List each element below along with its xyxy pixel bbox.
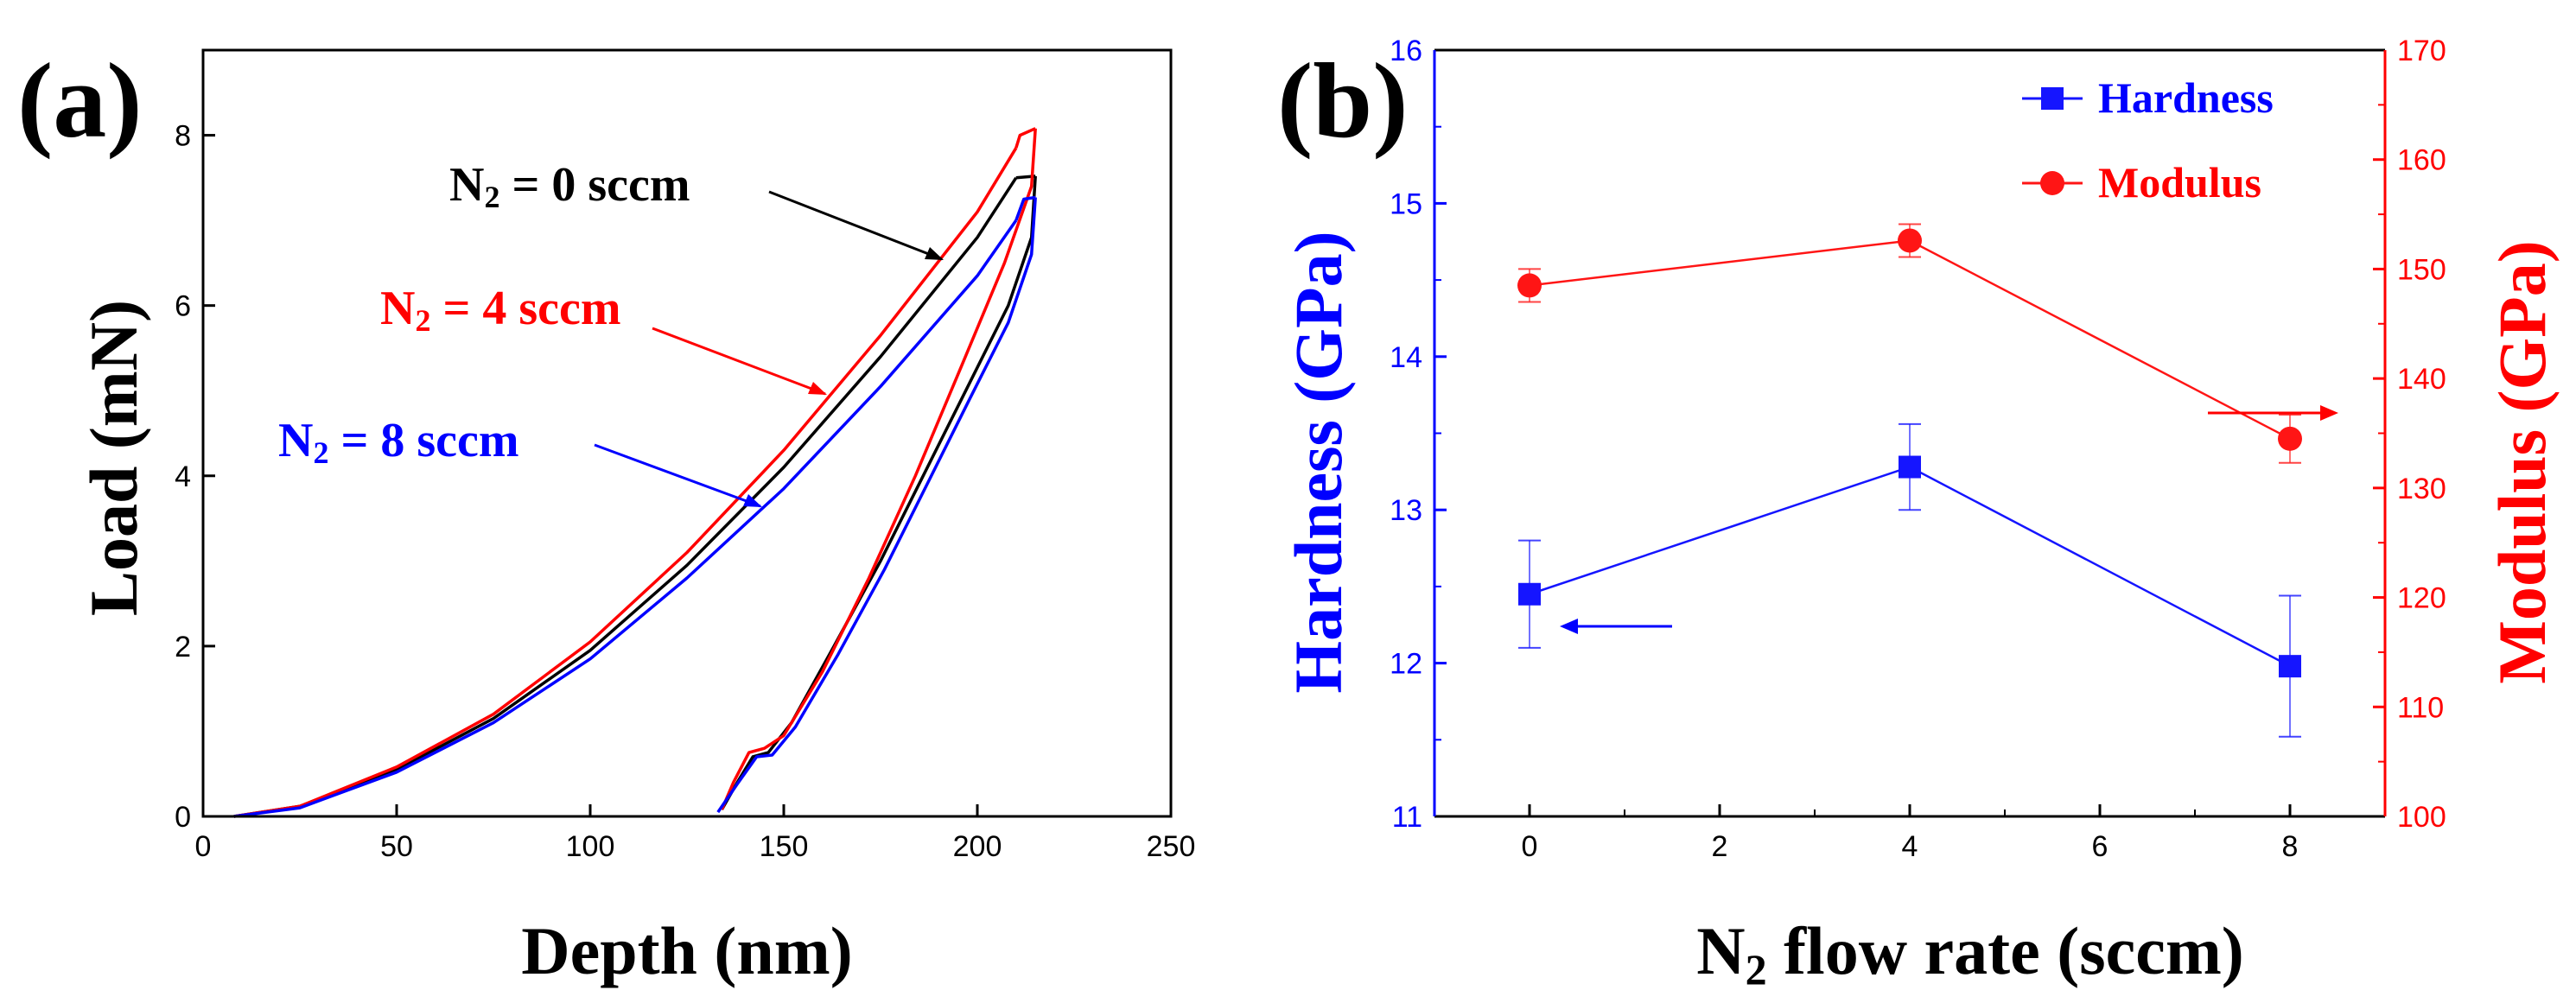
hardness-point — [2279, 655, 2301, 678]
curve-n2-4-sccm-loading — [233, 147, 1018, 818]
b-x-tick-label: 0 — [1522, 830, 1538, 863]
panel-b-ticks: 0 2 4 6 8 11 12 13 14 15 16 100 110 120 130 140 150 160 17… — [1390, 35, 2446, 863]
modulus-line — [1529, 239, 2291, 440]
annotation-n2-8-sccm: N2 = 8 sccm — [278, 414, 519, 470]
b-left-tick-label: 14 — [1390, 341, 1422, 374]
b-x-tick-label: 6 — [2092, 830, 2109, 863]
a-x-tick-label: 100 — [566, 830, 615, 863]
panel-b-left-axis-label: Hardness (GPa) — [1281, 231, 1356, 693]
curve-n2-0-sccm-unloading — [720, 175, 1037, 810]
hardness-axis-indicator-arrowhead — [1560, 619, 1578, 634]
modulus-point — [1898, 228, 1922, 253]
b-right-tick-label: 130 — [2397, 473, 2446, 505]
legend-item-hardness: Hardness — [2022, 73, 2274, 122]
a-x-tick-label: 250 — [1147, 830, 1196, 863]
annotation-n2-8-arrow — [594, 443, 761, 508]
curve-n2-8-sccm-hold — [1014, 195, 1036, 221]
curve-n2-4-sccm-unloading — [720, 128, 1037, 810]
b-x-tick-label: 4 — [1902, 830, 1918, 863]
b-x-tick-label: 8 — [2282, 830, 2299, 863]
a-x-tick-label: 0 — [195, 830, 212, 863]
a-y-tick-label: 8 — [175, 120, 191, 153]
panel-a-ticks: 0 50 100 150 200 250 0 2 4 6 8 — [175, 120, 1195, 863]
b-right-tick-label: 150 — [2397, 253, 2446, 286]
b-left-tick-label: 16 — [1390, 35, 1422, 67]
panel-a-label: (a) — [17, 41, 143, 160]
panel-b-right-axis-label: Modulus (GPa) — [2484, 240, 2560, 684]
b-right-tick-label: 160 — [2397, 144, 2446, 177]
legend-hardness-marker — [2041, 87, 2064, 110]
curve-n2-8-sccm-unloading — [716, 197, 1037, 814]
modulus-point — [1517, 273, 1542, 298]
b-right-tick-label: 100 — [2397, 801, 2446, 834]
a-x-tick-label: 200 — [953, 830, 1002, 863]
annotation-n2-4-sccm: N2 = 4 sccm — [380, 282, 621, 338]
annotation-n2-8-arrowhead — [743, 494, 762, 507]
annotation-n2-0-sccm: N2 = 0 sccm — [449, 158, 690, 214]
legend: Hardness Modulus — [2022, 73, 2274, 206]
annotation-n2-0-arrowhead — [925, 247, 944, 260]
annotation-n2-4-arrowhead — [808, 382, 827, 395]
b-right-tick-label: 140 — [2397, 363, 2446, 396]
hardness-point — [1518, 582, 1541, 606]
curve-n2-4-sccm-hold — [1014, 127, 1036, 149]
legend-modulus-marker — [2040, 171, 2064, 195]
legend-hardness-label: Hardness — [2098, 73, 2274, 122]
b-left-tick-label: 11 — [1392, 801, 1422, 834]
panel-a-y-axis-label: Load (mN) — [76, 300, 151, 616]
panel-a-plot-frame — [201, 48, 1173, 818]
hardness-point — [1899, 455, 1921, 479]
b-left-tick-label: 13 — [1390, 494, 1422, 527]
b-right-tick-label: 110 — [2397, 691, 2444, 724]
a-x-tick-label: 150 — [760, 830, 809, 863]
panel-a-curves — [233, 127, 1037, 818]
b-left-tick-label: 12 — [1390, 648, 1422, 681]
legend-modulus-label: Modulus — [2098, 158, 2261, 206]
b-right-tick-label: 170 — [2397, 35, 2446, 67]
b-right-tick-label: 120 — [2397, 582, 2446, 615]
curve-n2-8-sccm-loading — [233, 219, 1018, 818]
a-y-tick-label: 2 — [175, 631, 191, 663]
a-y-tick-label: 4 — [175, 460, 191, 493]
panel-b: (b) 0 2 4 6 8 11 12 13 14 15 16 100 110 120 130 140 150 1… — [1277, 35, 2560, 993]
a-x-tick-label: 50 — [380, 830, 413, 863]
a-y-tick-label: 0 — [175, 801, 191, 834]
annotation-n2-4-arrow — [652, 327, 826, 396]
a-y-tick-label: 6 — [175, 290, 191, 323]
panel-a-x-axis-label: Depth (nm) — [521, 913, 853, 988]
annotation-n2-0-arrow — [768, 190, 943, 261]
legend-item-modulus: Modulus — [2022, 158, 2261, 206]
b-left-tick-label: 15 — [1390, 187, 1422, 220]
modulus-point — [2278, 426, 2302, 451]
curve-n2-0-sccm-loading — [233, 176, 1018, 818]
panel-a: (a) 0 50 100 150 200 250 0 2 4 6 8 Depth (nm) Load… — [17, 41, 1195, 988]
modulus-axis-indicator-arrowhead — [2320, 405, 2338, 421]
panel-b-label: (b) — [1277, 41, 1409, 160]
b-x-tick-label: 2 — [1712, 830, 1728, 863]
panel-b-series — [1517, 223, 2302, 738]
panel-b-x-axis-label: N2 flow rate (sccm) — [1696, 913, 2244, 993]
